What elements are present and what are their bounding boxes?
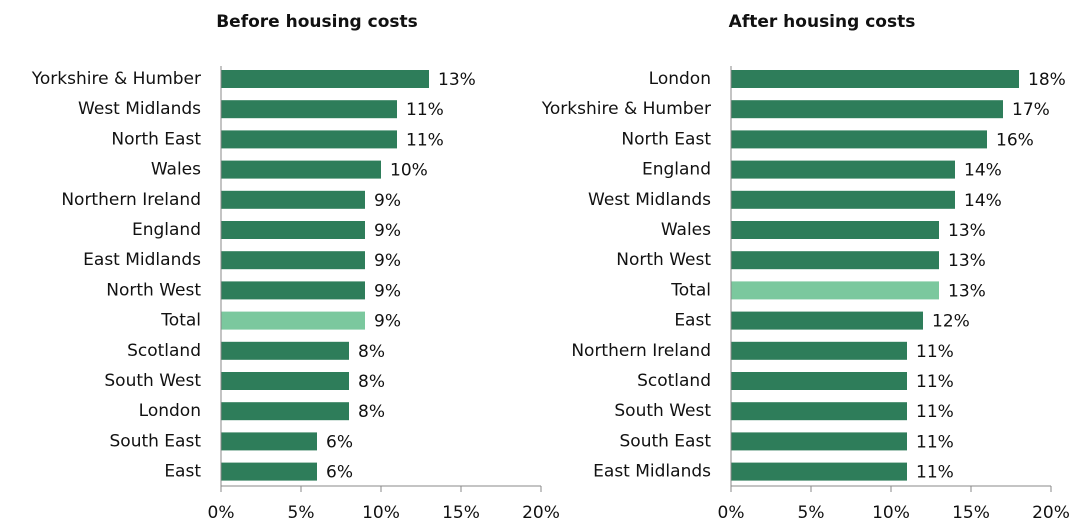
x-tick-label: 20%: [1032, 503, 1070, 523]
category-label: North East: [111, 129, 201, 149]
category-label: South West: [104, 371, 201, 391]
data-label: 9%: [374, 251, 401, 271]
data-label: 18%: [1028, 70, 1066, 90]
data-label: 13%: [948, 281, 986, 301]
bar: [731, 221, 939, 239]
category-label: London: [649, 69, 711, 89]
bar: [731, 402, 907, 421]
x-tick-label: 5%: [798, 503, 825, 523]
category-label: Scotland: [127, 341, 201, 361]
category-label: Northern Ireland: [571, 341, 711, 361]
data-label: 9%: [374, 312, 401, 332]
data-label: 8%: [358, 402, 385, 422]
bar: [221, 251, 365, 270]
data-label: 12%: [932, 312, 970, 332]
category-label: South East: [110, 431, 202, 451]
category-label: Wales: [151, 160, 201, 180]
bar: [731, 372, 907, 390]
x-tick-label: 10%: [362, 503, 400, 523]
x-tick-label: 0%: [718, 503, 745, 523]
bar: [221, 311, 365, 330]
data-label: 9%: [374, 281, 401, 301]
bar: [221, 130, 397, 149]
data-label: 6%: [326, 463, 353, 483]
category-label: East Midlands: [593, 462, 711, 482]
bar: [731, 341, 907, 360]
bar: [221, 221, 365, 239]
data-label: 10%: [390, 161, 428, 181]
category-label: Total: [670, 280, 711, 300]
category-label: England: [642, 160, 711, 180]
bar: [221, 100, 397, 119]
bar: [731, 100, 1003, 119]
bar: [731, 70, 1019, 88]
category-label: East Midlands: [83, 250, 201, 270]
data-label: 13%: [948, 251, 986, 271]
category-label: Yorkshire & Humber: [31, 69, 201, 89]
bar: [731, 130, 987, 149]
chart-title: Before housing costs: [216, 12, 418, 32]
bar: [221, 70, 429, 88]
category-label: South West: [614, 401, 711, 421]
bar: [221, 190, 365, 209]
category-label: South East: [620, 431, 712, 451]
bar: [221, 160, 381, 179]
bar: [221, 372, 349, 390]
data-label: 13%: [948, 221, 986, 241]
category-label: Northern Ireland: [61, 190, 201, 210]
data-label: 16%: [996, 130, 1034, 150]
category-label: Wales: [661, 220, 711, 240]
x-tick-label: 20%: [522, 503, 560, 523]
bar: [731, 160, 955, 179]
bar: [731, 281, 939, 300]
data-label: 11%: [406, 100, 444, 120]
data-label: 11%: [916, 402, 954, 422]
data-label: 11%: [916, 372, 954, 392]
data-label: 11%: [406, 130, 444, 150]
category-label: Scotland: [637, 371, 711, 391]
category-label: North West: [616, 250, 711, 270]
x-tick-label: 15%: [952, 503, 990, 523]
category-label: West Midlands: [78, 99, 201, 119]
data-label: 6%: [326, 432, 353, 452]
bar: [221, 341, 349, 360]
data-label: 17%: [1012, 100, 1050, 120]
x-tick-label: 15%: [442, 503, 480, 523]
chart-title: After housing costs: [729, 12, 916, 32]
category-label: West Midlands: [588, 190, 711, 210]
x-tick-label: 5%: [288, 503, 315, 523]
data-label: 13%: [438, 70, 476, 90]
category-label: Yorkshire & Humber: [541, 99, 711, 119]
data-label: 8%: [358, 372, 385, 392]
bar: [731, 251, 939, 270]
category-label: England: [132, 220, 201, 240]
x-tick-label: 10%: [872, 503, 910, 523]
bar: [221, 281, 365, 300]
data-label: 9%: [374, 221, 401, 241]
data-label: 9%: [374, 191, 401, 211]
bar: [221, 432, 317, 451]
category-label: East: [164, 462, 201, 482]
bar: [731, 432, 907, 451]
data-label: 14%: [964, 191, 1002, 211]
data-label: 11%: [916, 463, 954, 483]
category-label: East: [674, 311, 711, 331]
data-label: 14%: [964, 161, 1002, 181]
data-label: 8%: [358, 342, 385, 362]
x-tick-label: 0%: [208, 503, 235, 523]
data-label: 11%: [916, 342, 954, 362]
data-label: 11%: [916, 432, 954, 452]
bar: [221, 402, 349, 421]
bar: [731, 190, 955, 209]
category-label: North West: [106, 280, 201, 300]
category-label: London: [139, 401, 201, 421]
category-label: Total: [160, 311, 201, 331]
bar: [221, 462, 317, 481]
bar: [731, 462, 907, 481]
category-label: North East: [621, 129, 711, 149]
bar: [731, 311, 923, 330]
